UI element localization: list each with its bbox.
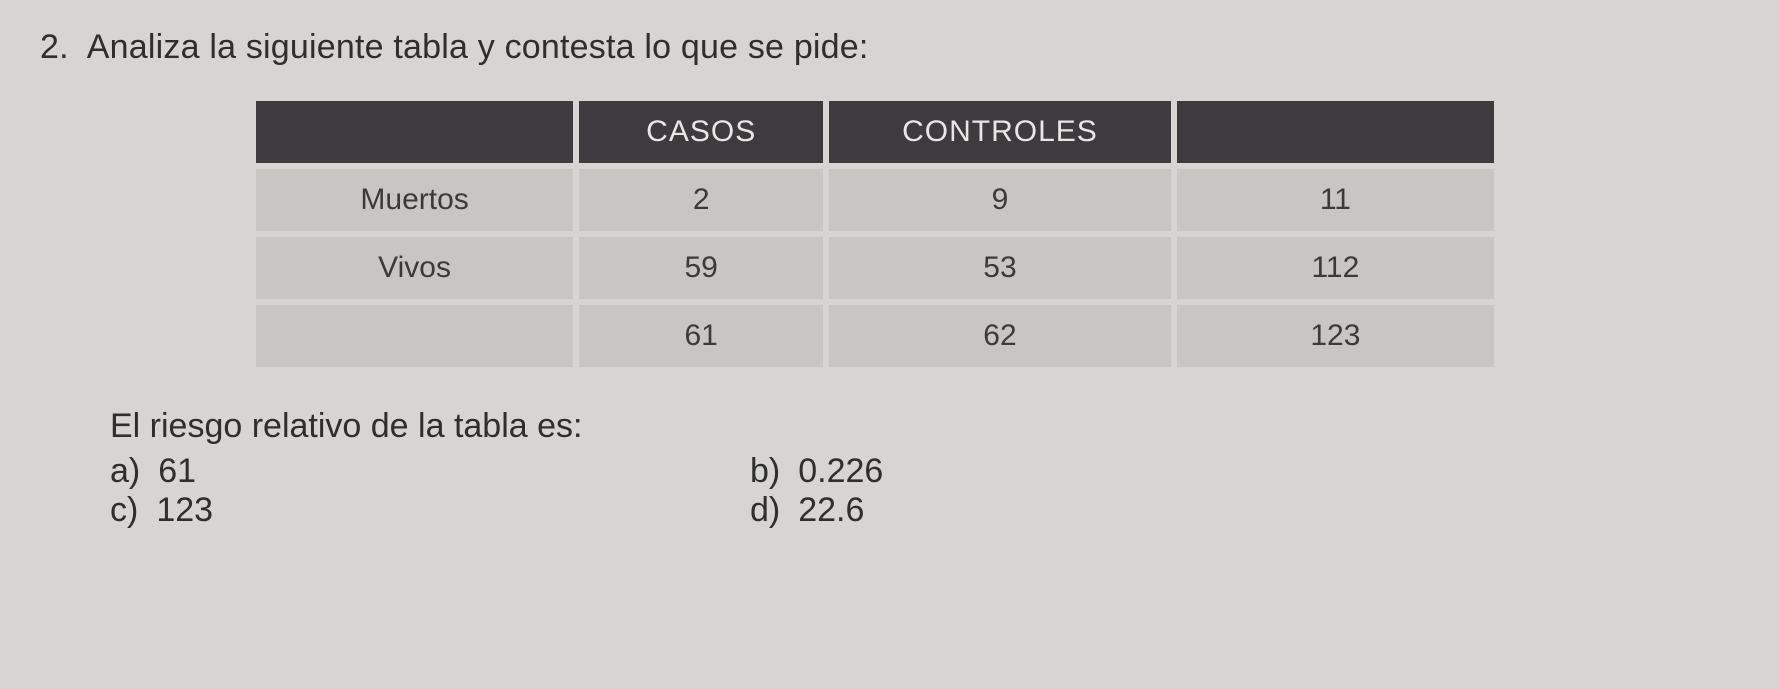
th-blank (256, 101, 573, 163)
option-a: a) 61 (110, 452, 750, 491)
option-b: b) 0.226 (750, 452, 883, 491)
row-label: Muertos (256, 169, 573, 231)
th-total (1177, 101, 1494, 163)
row-label: Vivos (256, 237, 573, 299)
option-c: c) 123 (110, 491, 750, 530)
page: 2. Analiza la siguiente tabla y contesta … (0, 0, 1779, 530)
options: a) 61 b) 0.226 c) 123 d) 22.6 (110, 452, 1739, 530)
option-letter: b) (750, 452, 780, 491)
table-header-row: CASOS CONTROLES (256, 101, 1494, 163)
cell: 123 (1177, 305, 1494, 367)
option-value: 0.226 (798, 452, 883, 491)
cell: 11 (1177, 169, 1494, 231)
cell: 59 (579, 237, 823, 299)
cell: 61 (579, 305, 823, 367)
question-text: Analiza la siguiente tabla y contesta lo… (87, 28, 869, 66)
question-number: 2. (40, 28, 69, 67)
option-value: 61 (158, 452, 196, 491)
subquestion: El riesgo relativo de la tabla es: (110, 407, 1739, 446)
option-d: d) 22.6 (750, 491, 864, 530)
row-label (256, 305, 573, 367)
cell: 9 (829, 169, 1171, 231)
table-wrap: CASOS CONTROLES Muertos 2 9 11 Vivos 59 … (250, 95, 1500, 373)
table-row: 61 62 123 (256, 305, 1494, 367)
question-line: 2. Analiza la siguiente tabla y contesta … (40, 28, 1739, 67)
table-row: Vivos 59 53 112 (256, 237, 1494, 299)
cell: 62 (829, 305, 1171, 367)
option-value: 123 (156, 491, 213, 530)
th-controles: CONTROLES (829, 101, 1171, 163)
option-value: 22.6 (798, 491, 864, 530)
cell: 2 (579, 169, 823, 231)
option-letter: d) (750, 491, 780, 530)
cell: 112 (1177, 237, 1494, 299)
table-row: Muertos 2 9 11 (256, 169, 1494, 231)
contingency-table: CASOS CONTROLES Muertos 2 9 11 Vivos 59 … (250, 95, 1500, 373)
option-letter: a) (110, 452, 140, 491)
cell: 53 (829, 237, 1171, 299)
th-casos: CASOS (579, 101, 823, 163)
option-letter: c) (110, 491, 138, 530)
